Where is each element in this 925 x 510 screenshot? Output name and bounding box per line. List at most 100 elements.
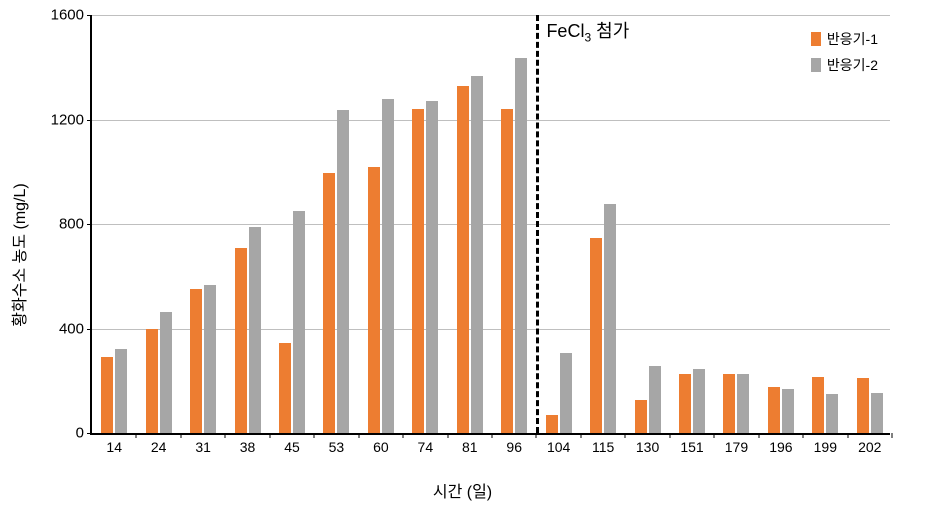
bar-group [323, 110, 349, 433]
bar [723, 374, 735, 433]
bar [337, 110, 349, 433]
y-tick-label: 1200 [51, 111, 84, 128]
bar-group [146, 312, 172, 433]
divider-line [536, 15, 539, 433]
bar-group [768, 387, 794, 433]
bar [249, 227, 261, 433]
x-tick [625, 433, 626, 438]
bar [279, 343, 291, 433]
grid-line [92, 224, 890, 225]
bar [737, 374, 749, 433]
bar-group [368, 99, 394, 433]
x-tick-label: 53 [329, 439, 345, 455]
x-tick-label: 96 [506, 439, 522, 455]
bar [368, 167, 380, 433]
y-tick [87, 433, 92, 434]
x-tick [358, 433, 359, 438]
bar [590, 238, 602, 433]
bar [235, 248, 247, 433]
x-tick [758, 433, 759, 438]
x-tick [892, 433, 893, 438]
x-tick [180, 433, 181, 438]
bar [546, 415, 558, 433]
y-tick-label: 0 [76, 425, 84, 442]
y-tick-label: 1600 [51, 7, 84, 24]
bar [768, 387, 780, 433]
x-tick-label: 38 [240, 439, 256, 455]
bar-group [723, 374, 749, 433]
plot-area: 반응기-1 반응기-2 0400800120016001424313845536… [90, 15, 890, 435]
bar-group [679, 369, 705, 433]
bar [160, 312, 172, 433]
legend-item-1: 반응기-1 [811, 29, 878, 49]
y-tick [87, 120, 92, 121]
y-axis-title: 황화수소 농도 (mg/L) [6, 183, 30, 326]
x-tick [714, 433, 715, 438]
bar [457, 86, 469, 433]
x-tick-label: 199 [814, 439, 837, 455]
bar [204, 285, 216, 433]
x-tick [403, 433, 404, 438]
bar [635, 400, 647, 433]
bar-group [457, 76, 483, 433]
x-tick [269, 433, 270, 438]
bar [146, 329, 158, 434]
bar-group [635, 366, 661, 433]
y-tick [87, 329, 92, 330]
bar [857, 378, 869, 433]
bar [679, 374, 691, 433]
x-tick-label: 196 [769, 439, 792, 455]
bar-group [101, 349, 127, 433]
bar [293, 211, 305, 433]
bar-group [190, 285, 216, 433]
bar-group [279, 211, 305, 433]
x-tick-label: 81 [462, 439, 478, 455]
bar-group [546, 353, 572, 433]
bar [190, 289, 202, 433]
bar [101, 357, 113, 433]
bar [515, 58, 527, 433]
x-tick [536, 433, 537, 438]
bar-group [501, 58, 527, 433]
x-tick [314, 433, 315, 438]
bar [649, 366, 661, 433]
bar [782, 389, 794, 433]
grid-line [92, 120, 890, 121]
bar [115, 349, 127, 433]
x-tick-label: 74 [418, 439, 434, 455]
legend: 반응기-1 반응기-2 [811, 29, 878, 75]
bar-group [812, 377, 838, 433]
x-axis-title: 시간 (일) [433, 478, 492, 502]
legend-swatch-2 [811, 58, 821, 72]
x-tick [803, 433, 804, 438]
x-tick-label: 115 [592, 439, 614, 455]
y-tick [87, 224, 92, 225]
x-tick [492, 433, 493, 438]
bar [604, 204, 616, 433]
x-tick-label: 24 [151, 439, 167, 455]
bar-group [412, 101, 438, 433]
x-tick-label: 104 [547, 439, 570, 455]
bar [560, 353, 572, 433]
x-tick-label: 130 [636, 439, 659, 455]
x-tick-label: 45 [284, 439, 300, 455]
x-tick [225, 433, 226, 438]
bar [826, 394, 838, 433]
bar [471, 76, 483, 433]
y-tick-label: 400 [59, 320, 84, 337]
grid-line [92, 15, 890, 16]
legend-label-1: 반응기-1 [827, 29, 878, 49]
annotation-label: FeCl3 첨가 [546, 17, 629, 45]
x-tick-label: 179 [725, 439, 748, 455]
x-tick-label: 14 [106, 439, 122, 455]
bar [323, 173, 335, 433]
x-tick-label: 151 [680, 439, 703, 455]
x-tick-label: 31 [195, 439, 211, 455]
x-tick [447, 433, 448, 438]
bar [426, 101, 438, 433]
y-tick-label: 800 [59, 216, 84, 233]
x-tick [847, 433, 848, 438]
y-tick [87, 15, 92, 16]
x-tick [669, 433, 670, 438]
chart-container: 황화수소 농도 (mg/L) 반응기-1 반응기-2 0400800120016… [0, 0, 925, 510]
